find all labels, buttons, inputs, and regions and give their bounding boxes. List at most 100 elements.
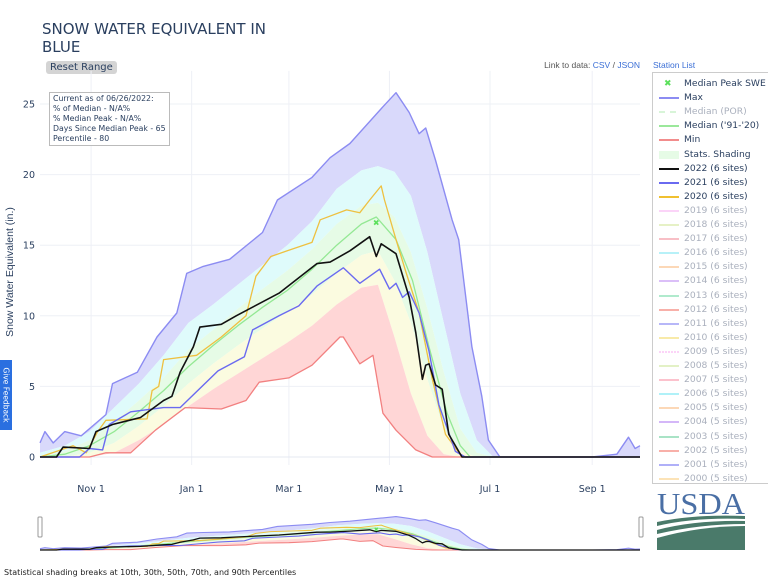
legend-label: 2011 (6 sites) (684, 317, 748, 329)
legend-label: Median ('91-'20) (684, 120, 760, 132)
json-link[interactable]: JSON (617, 60, 640, 70)
x-marker-icon: ✖ (664, 79, 672, 89)
band-p30-p70 (40, 202, 640, 457)
legend-swatch-icon (659, 167, 679, 170)
band-min-p10 (40, 284, 640, 457)
y-tick-label: 5 (29, 382, 35, 393)
legend-label: 2002 (5 sites) (684, 444, 748, 456)
legend-label: 2008 (5 sites) (684, 360, 748, 371)
reset-range-button[interactable]: Reset Range (46, 61, 117, 74)
legend-label: 2010 (6 sites) (684, 331, 748, 343)
legend-label: 2018 (6 sites) (684, 219, 748, 230)
x-tick-label: Jan 1 (179, 484, 204, 495)
series-line-2022[interactable] (40, 529, 640, 551)
legend-swatch-icon (659, 125, 679, 128)
legend-swatch-icon (659, 209, 679, 212)
legend-label: 2000 (5 sites) (684, 472, 748, 484)
main-panel: 0 5 10 15 20 25 Nov 1 Jan 1 Mar 1 May 1 Jul 1 Sep 1… (23, 70, 641, 495)
legend-label: 2009 (5 sites) (684, 345, 748, 357)
legend-swatch-icon (659, 150, 679, 159)
legend-swatch-icon (659, 97, 679, 100)
legend-label: 2019 (6 sites) (684, 204, 748, 216)
legend-swatch-icon (659, 224, 679, 226)
range-panel: ✖ (39, 516, 641, 551)
legend-swatch-icon (659, 308, 679, 311)
legend-swatch-icon (659, 238, 679, 241)
legend-label: 2021 (6 sites) (684, 176, 748, 188)
info-line: % Median Peak - N/A% (53, 114, 142, 123)
legend-swatch-icon (659, 350, 679, 353)
legend-swatch-icon (659, 435, 679, 438)
y-tick-label: 20 (23, 170, 35, 181)
band-p10-p30 (40, 531, 640, 550)
median-peak-marker[interactable]: ✖ (373, 219, 380, 228)
legend-swatch-icon (659, 195, 679, 198)
legend-label: 2022 (6 sites) (684, 162, 748, 174)
legend-label: 2017 (6 sites) (684, 233, 748, 245)
x-tick-label: Nov 1 (77, 484, 105, 495)
range-handle-left[interactable] (37, 516, 43, 538)
legend-label: 2006 (5 sites) (684, 388, 748, 400)
legend-label: 2015 (6 sites) (684, 261, 748, 273)
legend-swatch-icon (659, 266, 679, 269)
band-min-p10 (40, 534, 640, 550)
legend-label: Max (684, 92, 703, 104)
series-line-max[interactable] (39, 91, 641, 458)
legend-swatch-icon (659, 181, 679, 184)
legend-label: Stats. Shading (684, 148, 751, 160)
legend-label: Median Peak SWE (684, 78, 766, 89)
y-tick-label: 0 (29, 453, 35, 464)
x-tick-label: Sep 1 (579, 484, 606, 495)
info-line: Current as of 06/26/2022: (53, 94, 154, 103)
info-line: Percentile - 80 (53, 134, 110, 143)
band-p10-p30 (40, 250, 640, 457)
legend-label: 2001 (5 sites) (684, 458, 748, 470)
legend-swatch-icon (659, 379, 679, 382)
chart-title: SNOW WATER EQUIVALENT IN BLUE (42, 20, 266, 56)
legend-swatch-icon (659, 111, 679, 114)
legend-swatch-icon (659, 139, 679, 142)
link-prefix: Link to data: (544, 60, 593, 70)
legend-label: 2003 (5 sites) (684, 430, 748, 442)
legend-label: Median (POR) (684, 106, 747, 118)
legend-swatch-icon (659, 252, 679, 255)
x-tick-label: May 1 (375, 484, 404, 495)
range-handle-right[interactable] (638, 516, 644, 538)
legend-swatch-icon (659, 365, 679, 367)
legend-label: 2005 (5 sites) (684, 402, 748, 414)
feedback-label: Give Feedback (1, 367, 11, 423)
legend[interactable]: ✖ Median Peak SWE Max Median (POR) Median ('… (652, 72, 768, 484)
csv-link[interactable]: CSV (592, 60, 611, 70)
y-tick-label: 15 (23, 241, 35, 252)
series-line-min[interactable] (40, 538, 640, 551)
info-line: % of Median - N/A% (53, 104, 131, 113)
legend-label: 2012 (6 sites) (684, 303, 748, 315)
legend-swatch-icon (659, 407, 679, 410)
legend-label: 2013 (6 sites) (684, 289, 748, 301)
station-list-link[interactable]: Station List (653, 60, 696, 70)
legend-swatch-icon (659, 322, 679, 325)
usda-logo: USDA (657, 486, 746, 550)
y-axis-label: Snow Water Equivalent (in.) (4, 207, 16, 337)
series-line-2021[interactable] (40, 267, 640, 458)
legend-label: 2020 (6 sites) (684, 190, 748, 202)
series-line-max[interactable] (39, 516, 641, 551)
x-tick-label: Mar 1 (275, 484, 302, 495)
legend-label: 2007 (5 sites) (684, 374, 748, 386)
y-tick-label: 25 (23, 100, 35, 111)
svg-text:USDA: USDA (657, 486, 746, 521)
series-line-min[interactable] (40, 336, 640, 458)
legend-label: Min (684, 134, 701, 146)
legend-swatch-icon (659, 477, 679, 480)
legend-label: 2004 (5 sites) (684, 416, 748, 428)
legend-swatch-icon (659, 421, 679, 424)
median-peak-marker[interactable]: ✖ (374, 526, 379, 533)
legend-label: 2014 (6 sites) (684, 275, 748, 287)
give-feedback-tab[interactable]: Give Feedback (0, 360, 12, 430)
x-tick-label: Jul 1 (479, 484, 501, 495)
legend-swatch-icon (659, 449, 679, 452)
series-line-2022[interactable] (40, 235, 640, 458)
current-status-box: Current as of 06/26/2022: % of Median - … (49, 92, 170, 146)
legend-swatch-icon (659, 280, 679, 283)
